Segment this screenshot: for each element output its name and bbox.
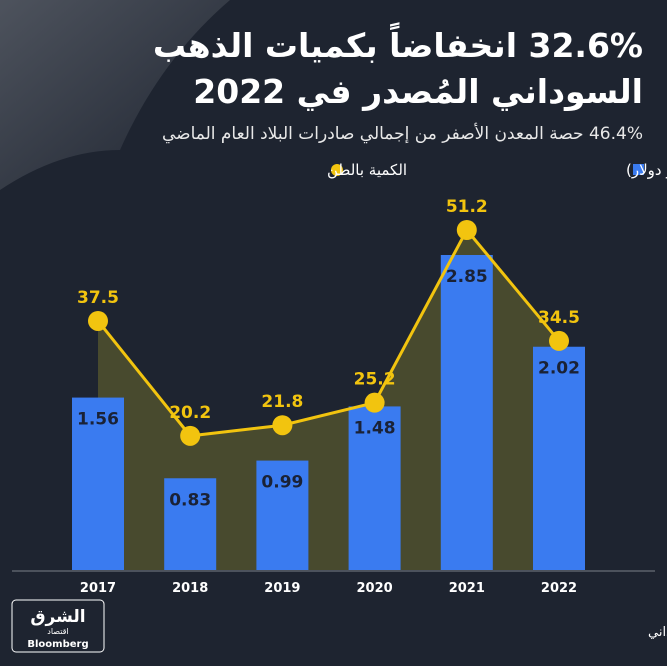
legend-swatch-line bbox=[331, 164, 343, 176]
logo-text: اقتصاد bbox=[47, 627, 68, 636]
legend-swatch-bars bbox=[633, 164, 644, 175]
line-point bbox=[88, 310, 108, 331]
flag-texture bbox=[0, 0, 230, 190]
bar bbox=[72, 397, 124, 570]
x-tick-label: 2018 bbox=[172, 581, 208, 596]
x-tick-label: 2017 bbox=[80, 581, 116, 596]
line-value-label: 37.5 bbox=[77, 288, 119, 308]
title: السوداني المُصدر في 2022 bbox=[193, 72, 643, 111]
bar bbox=[348, 406, 401, 570]
subtitle: 46.4% حصة المعدن الأصفر من إجمالي صادرات… bbox=[161, 124, 643, 144]
logo-text: Bloomberg bbox=[27, 639, 88, 650]
bar bbox=[256, 460, 309, 570]
legend-label: الكمية بالطن bbox=[327, 161, 407, 179]
bar-value-label: 0.83 bbox=[169, 490, 211, 510]
bar bbox=[533, 346, 585, 570]
logo-text: الشرق bbox=[30, 607, 85, 627]
line-point bbox=[272, 415, 293, 436]
bar bbox=[440, 255, 493, 570]
bar-value-label: 2.02 bbox=[538, 359, 580, 379]
line-value-label: 34.5 bbox=[538, 308, 580, 328]
legend-label: صادرات الذهب السوداني (مليار دولار) bbox=[626, 161, 667, 180]
source: المصدر: البنك المركزي السوداني bbox=[648, 625, 667, 640]
x-tick-label: 2022 bbox=[541, 581, 577, 596]
bar-value-label: 1.56 bbox=[77, 410, 119, 430]
x-tick-label: 2020 bbox=[357, 581, 393, 596]
bar bbox=[164, 478, 217, 570]
logo-box bbox=[11, 599, 105, 653]
line-value-label: 20.2 bbox=[169, 403, 211, 423]
bar-value-label: 0.99 bbox=[261, 473, 303, 493]
bar-value-label: 2.85 bbox=[446, 267, 488, 287]
line-value-label: 25.2 bbox=[354, 370, 396, 390]
bar-value-label: 1.48 bbox=[354, 418, 396, 438]
x-tick-label: 2021 bbox=[449, 581, 485, 596]
line-point bbox=[180, 425, 201, 446]
title: 32.6% انخفاضاً بكميات الذهب bbox=[152, 26, 643, 65]
line-point bbox=[456, 220, 477, 240]
line-value-label: 21.8 bbox=[261, 392, 303, 412]
x-tick-label: 2019 bbox=[264, 581, 300, 596]
line-value-label: 51.2 bbox=[446, 197, 488, 217]
line-point bbox=[364, 392, 385, 413]
line-point bbox=[549, 330, 569, 351]
line bbox=[96, 227, 561, 438]
